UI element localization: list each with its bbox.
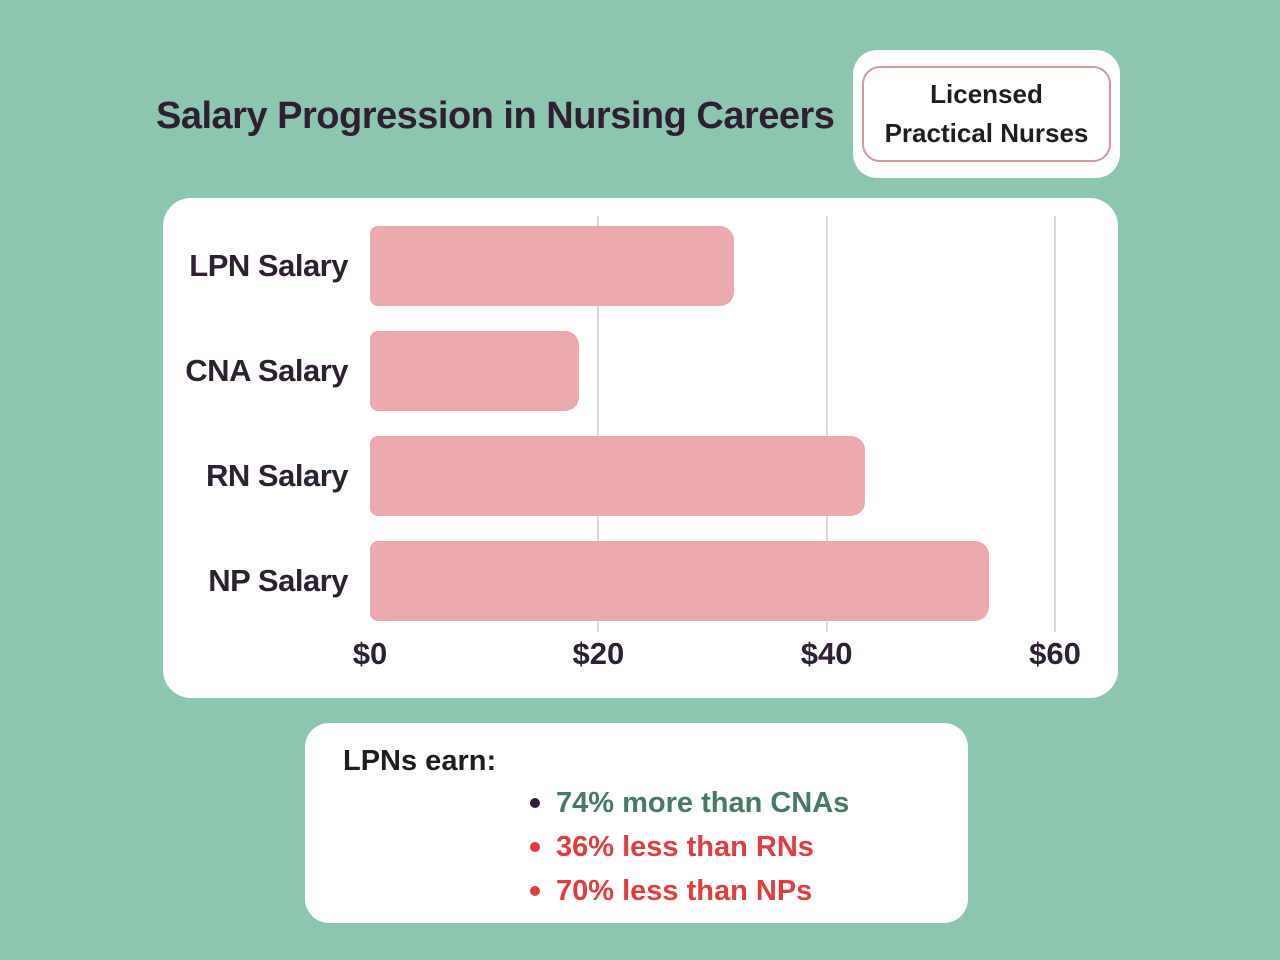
- category-label: NP Salary: [208, 563, 348, 598]
- x-tick-label: $60: [1029, 636, 1081, 671]
- note-text: 70% less than NPs: [556, 874, 813, 907]
- bar-lpn-salary: [370, 226, 735, 306]
- plot-area: [370, 216, 1056, 632]
- lpn-badge: Licensed Practical Nurses: [853, 50, 1120, 178]
- x-axis: $0 $20 $40 $60: [353, 636, 1081, 680]
- notes-heading: LPNs earn:: [343, 745, 497, 777]
- category-label: LPN Salary: [189, 248, 348, 283]
- bullet-dot: [530, 842, 540, 852]
- x-tick-label: $0: [352, 636, 388, 671]
- notes-card: LPNs earn: 74% more than CNAs 36% less t…: [305, 723, 968, 923]
- x-tick-label: $40: [800, 636, 853, 671]
- gridline: [825, 216, 828, 632]
- note-item: 74% more than CNAs: [530, 781, 849, 825]
- bar-rn-salary: [370, 436, 866, 516]
- notes-list: 74% more than CNAs 36% less than RNs 70%…: [530, 781, 849, 913]
- chart-card: LPN Salary CNA Salary RN Salary NP Salary $…: [163, 198, 1118, 698]
- bar-cna-salary: [370, 331, 579, 411]
- category-label: RN Salary: [206, 458, 348, 493]
- note-item: 70% less than NPs: [530, 869, 849, 913]
- note-text: 36% less than RNs: [556, 830, 814, 863]
- bullet-dot: [530, 798, 540, 808]
- x-tick-label: $20: [572, 636, 625, 671]
- gridline: [597, 216, 600, 632]
- gridline: [1054, 216, 1056, 632]
- bar-np-salary: [370, 541, 989, 621]
- badge-line-1: Licensed: [930, 79, 1043, 109]
- bullet-dot: [530, 886, 540, 896]
- category-label: CNA Salary: [185, 353, 348, 388]
- y-axis-labels: LPN Salary CNA Salary RN Salary NP Salary: [163, 226, 348, 621]
- note-item: 36% less than RNs: [530, 825, 849, 869]
- badge-line-2: Practical Nurses: [884, 118, 1089, 148]
- badge-inner-border: Licensed Practical Nurses: [862, 66, 1111, 162]
- note-text: 74% more than CNAs: [556, 786, 850, 819]
- page-title: Salary Progression in Nursing Careers: [156, 95, 835, 137]
